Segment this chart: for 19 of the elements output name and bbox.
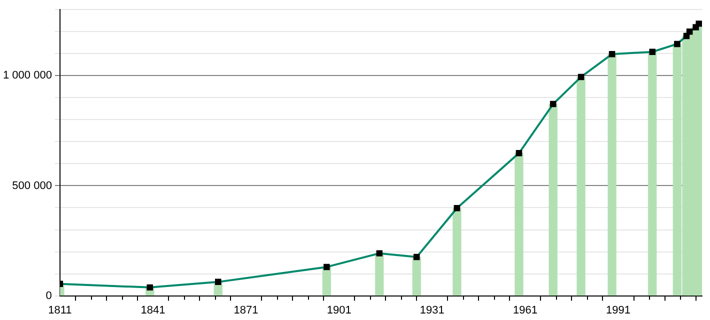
x-tick-label: 1841 <box>140 304 166 316</box>
x-tick-label: 1871 <box>234 304 258 316</box>
bar <box>375 252 384 296</box>
x-tick-label: 1901 <box>326 304 352 316</box>
bar <box>452 208 462 296</box>
x-tick-label: 1961 <box>512 304 538 316</box>
y-tick-label: 0 <box>46 290 52 302</box>
bar <box>608 54 616 296</box>
bar <box>412 256 421 296</box>
bar <box>648 52 657 296</box>
x-tick-label: 1931 <box>420 304 444 316</box>
bar <box>514 152 524 296</box>
bar <box>548 104 558 296</box>
bar <box>694 23 702 296</box>
x-tick-label: 1991 <box>606 304 630 316</box>
bar <box>576 76 586 296</box>
y-tick-label: 500 000 <box>12 180 52 192</box>
y-tick-label: 1 000 000 <box>3 70 52 82</box>
x-tick-label: 1811 <box>48 304 72 316</box>
